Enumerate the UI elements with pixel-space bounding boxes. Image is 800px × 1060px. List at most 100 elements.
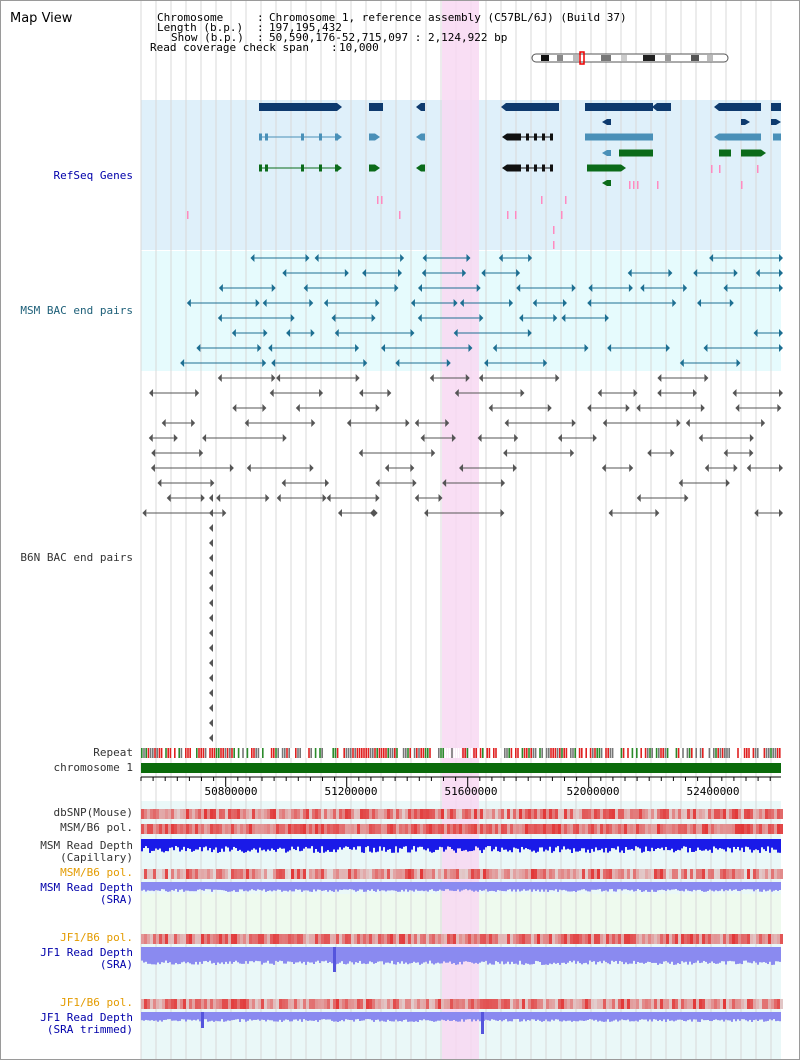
- read-depth-bar: [323, 839, 325, 853]
- read-depth-bar: [647, 839, 649, 851]
- read-depth-bar: [579, 1012, 581, 1021]
- read-depth-bar: [295, 839, 297, 851]
- read-depth-bar: [693, 947, 695, 964]
- polymorphism-mark: [252, 934, 255, 944]
- read-depth-bar: [581, 1012, 583, 1021]
- polymorphism-mark: [297, 824, 300, 834]
- polymorphism-mark: [447, 824, 450, 834]
- track-label-msm-depth-capillary[interactable]: MSM Read Depth: [40, 839, 133, 852]
- read-depth-bar: [523, 839, 525, 850]
- read-depth-bar: [171, 947, 173, 965]
- read-depth-bar: [311, 1012, 313, 1021]
- gene-exon: [719, 133, 761, 141]
- read-depth-bar: [557, 839, 559, 847]
- polymorphism-mark: [636, 824, 639, 834]
- track-label-jf1-pol-2[interactable]: JF1/B6 pol.: [60, 996, 133, 1009]
- read-depth-bar: [383, 882, 385, 891]
- read-depth-bar: [251, 839, 253, 850]
- read-depth-bar: [691, 882, 693, 892]
- track-label-jf1-pol-1[interactable]: JF1/B6 pol.: [60, 931, 133, 944]
- polymorphism-mark: [531, 824, 534, 834]
- track-label-msm-pol-1[interactable]: MSM/B6 pol.: [60, 821, 133, 834]
- polymorphism-mark: [300, 809, 303, 819]
- polymorphism-mark: [351, 824, 354, 834]
- polymorphism-mark: [204, 809, 207, 819]
- track-label-msm-bac[interactable]: MSM BAC end pairs: [20, 304, 133, 317]
- read-depth-bar: [203, 947, 205, 962]
- polymorphism-mark: [435, 809, 438, 819]
- repeat-mark: [715, 748, 717, 758]
- polymorphism-mark: [183, 869, 186, 879]
- polymorphism-mark: [240, 999, 243, 1009]
- polymorphism-mark: [612, 824, 615, 834]
- repeat-mark: [400, 748, 403, 758]
- read-depth-bar: [371, 1012, 373, 1021]
- polymorphism-mark: [420, 809, 423, 819]
- polymorphism-mark: [573, 999, 576, 1009]
- polymorphism-mark: [753, 999, 756, 1009]
- polymorphism-mark: [543, 869, 546, 879]
- read-depth-bar: [177, 882, 179, 892]
- polymorphism-mark: [603, 809, 606, 819]
- polymorphism-mark: [591, 999, 594, 1009]
- polymorphism-mark: [189, 934, 192, 944]
- read-depth-bar: [195, 947, 197, 962]
- repeat-mark: [735, 748, 737, 758]
- gene-exon: [259, 133, 262, 141]
- track-label-msm-pol-2[interactable]: MSM/B6 pol.: [60, 866, 133, 879]
- bac-end: [459, 299, 464, 307]
- polymorphism-mark: [273, 934, 276, 944]
- read-depth-bar: [483, 882, 485, 891]
- polymorphism-mark: [150, 934, 153, 944]
- repeat-mark: [347, 748, 350, 758]
- bac-end: [729, 299, 734, 307]
- polymorphism-mark: [156, 869, 159, 879]
- track-label-dbsnp[interactable]: dbSNP(Mouse): [53, 806, 133, 819]
- polymorphism-mark: [153, 824, 156, 834]
- track-label-b6n-bac[interactable]: B6N BAC end pairs: [20, 551, 133, 564]
- bac-end: [262, 299, 267, 307]
- read-depth-bar: [401, 882, 403, 890]
- read-depth-bar: [761, 1012, 763, 1020]
- repeat-mark: [323, 748, 326, 758]
- polymorphism-mark: [582, 999, 585, 1009]
- polymorphism-mark: [318, 934, 321, 944]
- polymorphism-mark: [144, 999, 147, 1009]
- polymorphism-mark: [699, 809, 702, 819]
- track-label-msm-depth-sra[interactable]: MSM Read Depth: [40, 881, 133, 894]
- read-depth-bar: [721, 947, 723, 962]
- polymorphism-mark: [210, 999, 213, 1009]
- read-depth-bar: [505, 947, 507, 964]
- polymorphism-mark: [288, 934, 291, 944]
- read-depth-bar: [585, 1012, 587, 1021]
- read-depth-bar: [197, 947, 199, 965]
- repeat-mark: [449, 748, 451, 758]
- polymorphism-mark: [654, 869, 657, 879]
- track-label-refseq-genes[interactable]: RefSeq Genes: [53, 169, 133, 182]
- read-depth-bar: [473, 947, 475, 964]
- read-depth-bar: [427, 839, 429, 849]
- polymorphism-mark: [147, 869, 150, 879]
- read-depth-bar: [215, 882, 217, 890]
- polymorphism-mark: [153, 934, 156, 944]
- read-depth-bar: [281, 1012, 283, 1022]
- read-depth-bar: [633, 1012, 635, 1022]
- read-depth-bar: [473, 882, 475, 892]
- polymorphism-mark: [687, 999, 690, 1009]
- bac-end: [655, 509, 660, 517]
- polymorphism-mark: [672, 809, 675, 819]
- polymorphism-mark: [147, 824, 150, 834]
- read-depth-bar: [337, 947, 339, 964]
- polymorphism-mark: [330, 809, 333, 819]
- read-depth-bar: [597, 839, 599, 851]
- track-label-jf1-depth-trimmed[interactable]: JF1 Read Depth: [40, 1011, 133, 1024]
- repeat-mark: [567, 748, 570, 758]
- polymorphism-mark: [603, 869, 606, 879]
- read-depth-bar: [315, 1012, 317, 1021]
- repeat-mark: [600, 748, 603, 758]
- read-depth-bar: [355, 1012, 357, 1020]
- polymorphism-mark: [171, 824, 174, 834]
- read-depth-bar: [479, 1012, 481, 1022]
- track-label-jf1-depth-sra[interactable]: JF1 Read Depth: [40, 946, 133, 959]
- read-depth-bar: [457, 839, 459, 849]
